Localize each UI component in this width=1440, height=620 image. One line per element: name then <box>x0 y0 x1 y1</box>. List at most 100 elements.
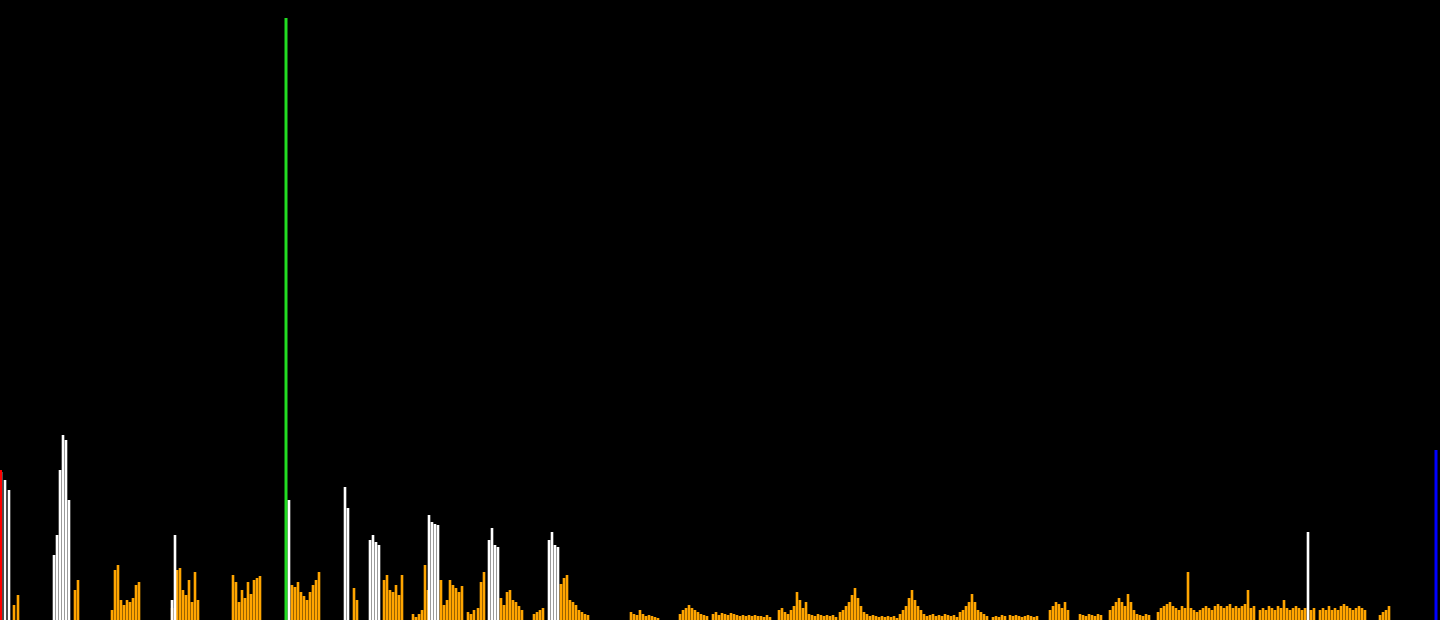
bar-193 <box>955 617 959 620</box>
bar-130 <box>759 616 763 620</box>
bar-55 <box>420 610 424 620</box>
bar-49 <box>394 585 398 620</box>
bar-304 <box>1333 608 1337 620</box>
bar-307 <box>1342 604 1346 620</box>
bar-80 <box>532 614 536 620</box>
bar-93 <box>586 615 590 620</box>
bar-65 <box>460 586 464 620</box>
bar-262 <box>1198 610 1202 620</box>
bar-13 <box>137 582 141 620</box>
bar-17 <box>181 590 185 620</box>
bar-195 <box>961 610 965 620</box>
bar-76 <box>511 600 515 620</box>
bar-240 <box>1126 594 1130 620</box>
marker-line-red <box>0 470 2 620</box>
bar-2 <box>73 590 77 620</box>
bar-48 <box>391 592 395 620</box>
bar-250 <box>1162 606 1166 620</box>
bar-313 <box>1360 608 1364 620</box>
bar-122 <box>735 615 739 620</box>
bar-213 <box>1020 617 1024 620</box>
bar-149 <box>822 616 826 620</box>
bar-0 <box>12 605 16 620</box>
bar-83 <box>541 608 545 620</box>
bar-18 <box>184 595 188 620</box>
highlight-bar-4 <box>55 535 59 620</box>
bar-41 <box>314 580 318 620</box>
bar-283 <box>1264 610 1268 620</box>
bar-230 <box>1090 615 1094 620</box>
bar-9 <box>125 600 129 620</box>
bar-269 <box>1219 606 1223 620</box>
bar-37 <box>302 596 306 620</box>
bar-285 <box>1270 608 1274 620</box>
bar-191 <box>949 616 953 620</box>
bar-198 <box>970 594 974 620</box>
bar-257 <box>1183 608 1187 620</box>
bar-20 <box>190 602 194 620</box>
bar-87 <box>568 600 572 620</box>
bar-143 <box>804 602 808 620</box>
highlight-bar-26 <box>547 540 551 620</box>
marker-layer <box>0 18 1438 620</box>
bar-239 <box>1123 606 1127 620</box>
bar-61 <box>448 580 452 620</box>
bar-199 <box>973 602 977 620</box>
bar-264 <box>1204 606 1208 620</box>
bar-252 <box>1168 602 1172 620</box>
bar-115 <box>714 612 718 620</box>
bar-79 <box>520 610 524 620</box>
bar-204 <box>991 617 995 620</box>
bar-116 <box>717 615 721 620</box>
bar-305 <box>1336 610 1340 620</box>
bar-166 <box>874 616 878 620</box>
bar-39 <box>308 592 312 620</box>
bar-210 <box>1011 616 1015 620</box>
bar-261 <box>1195 612 1199 620</box>
bar-64 <box>457 592 461 620</box>
bar-251 <box>1165 604 1169 620</box>
bar-267 <box>1213 606 1217 620</box>
bar-11 <box>131 598 135 620</box>
bar-95 <box>632 614 636 620</box>
bar-247 <box>1147 615 1151 620</box>
bar-243 <box>1135 614 1139 620</box>
bar-175 <box>901 610 905 620</box>
bar-241 <box>1129 602 1133 620</box>
bar-169 <box>883 617 887 620</box>
bar-33 <box>290 585 294 620</box>
bar-159 <box>853 588 857 620</box>
highlight-bar-30 <box>1306 532 1310 620</box>
bar-226 <box>1078 614 1082 620</box>
bar-63 <box>454 588 458 620</box>
bar-42 <box>317 572 321 620</box>
bar-255 <box>1177 610 1181 620</box>
bar-45 <box>382 580 386 620</box>
bar-99 <box>644 616 648 620</box>
bar-165 <box>871 615 875 620</box>
bar-44 <box>355 600 359 620</box>
bar-134 <box>777 610 781 620</box>
highlight-bar-19 <box>430 522 434 620</box>
bar-289 <box>1282 600 1286 620</box>
highlight-bar-9 <box>170 600 174 620</box>
bar-101 <box>650 616 654 620</box>
bar-109 <box>693 610 697 620</box>
bar-131 <box>762 617 766 620</box>
bar-103 <box>656 618 660 620</box>
bar-287 <box>1276 606 1280 620</box>
bar-284 <box>1267 606 1271 620</box>
bar-117 <box>720 613 724 620</box>
bar-194 <box>958 612 962 620</box>
bar-196 <box>964 606 968 620</box>
bar-207 <box>1000 615 1004 620</box>
bar-127 <box>750 616 754 620</box>
bar-123 <box>738 616 742 620</box>
bar-266 <box>1210 610 1214 620</box>
bar-126 <box>747 615 751 620</box>
bar-173 <box>895 618 899 620</box>
bar-286 <box>1273 610 1277 620</box>
bar-224 <box>1063 602 1067 620</box>
bar-238 <box>1120 602 1124 620</box>
bar-36 <box>299 592 303 620</box>
